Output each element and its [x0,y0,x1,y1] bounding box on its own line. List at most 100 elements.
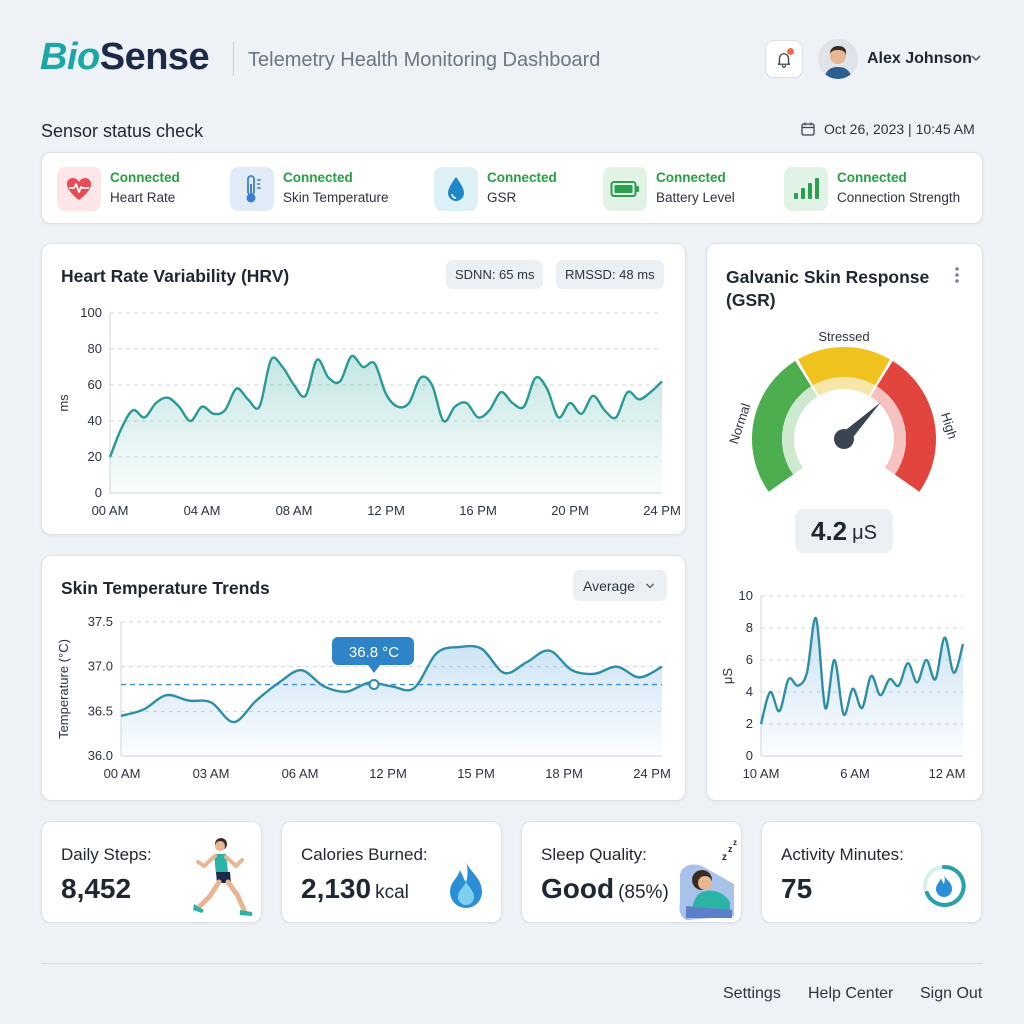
notifications-button[interactable] [765,40,803,78]
gauge-high-zone [876,360,936,492]
header-divider [233,42,234,76]
gsr-trend-chart: 0 2 4 6 8 10 10 AM 6 AM 12 AM μS [720,588,965,781]
hrv-chart: 0 20 40 60 80 100 00 AM 04 AM 08 AM 12 PM 16 PM 20 … [56,305,681,518]
settings-link[interactable]: Settings [723,985,781,1002]
series-area [121,646,662,756]
sensor-label: Battery Level [656,190,735,205]
sensor-battery-level[interactable]: Connected Battery Level [603,166,735,212]
tooltip-box [332,637,414,673]
stat-suffix: kcal [375,882,409,903]
water-drop-icon [434,167,478,211]
sensor-status: Connected [656,170,726,185]
x-tick-label: 24 PM [643,503,681,518]
y-tick-label: 40 [88,413,102,428]
x-tick-label: 6 AM [840,766,870,781]
page-subtitle: Telemetry Health Monitoring Dashboard [248,49,601,71]
svg-text:z: z [728,844,733,854]
chevron-down-icon[interactable] [970,52,982,64]
aggregation-select-value: Average [583,577,635,594]
y-tick-label: 8 [746,620,753,635]
gsr-title-line2: (GSR) [726,290,776,310]
datetime-text: Oct 26, 2023 | 10:45 AM [824,121,975,137]
y-tick-label: 36.5 [88,703,113,718]
series-area [110,355,662,493]
thermometer-icon [230,167,274,211]
sensor-label: Heart Rate [110,190,176,205]
sensor-connection-strength[interactable]: Connected Connection Strength [784,166,960,212]
header: BioSense Telemetry Health Monitoring Das… [0,0,1024,120]
y-tick-label: 60 [88,377,102,392]
stat-value: 2,130 kcal [301,873,409,905]
sleeping-person-icon: z z z [679,838,737,920]
gauge-normal-zone [752,360,812,492]
flame-ring-icon [923,864,966,907]
x-tick-label: 12 PM [367,503,405,518]
sign-out-link[interactable]: Sign Out [920,985,983,1002]
x-tick-label: 08 AM [276,503,313,518]
series-area [761,617,963,756]
flame-icon [450,862,482,908]
temperature-chart: 36.0 36.5 37.0 37.5 00 AM 03 AM 06 AM 12 PM 15 P… [56,614,671,781]
gsr-value: 4.2 [810,515,848,546]
y-tick-label: 100 [80,305,102,320]
calories-card[interactable]: Calories Burned: 2,130 kcal [281,821,502,923]
gauge-label-stressed: Stressed [818,329,869,344]
gsr-title-line1: Galvanic Skin Response [726,267,930,287]
stat-label: Calories Burned: [301,845,428,864]
y-tick-label: 0 [746,748,753,763]
sensor-gsr[interactable]: Connected GSR [434,166,557,212]
sdnn-badge: SDNN: 65 ms [446,260,544,289]
x-tick-label: 20 PM [551,503,589,518]
y-axis-label: Temperature (°C) [56,639,71,739]
steps-card[interactable]: Daily Steps: 8,452 [41,821,262,923]
heart-pulse-icon [57,167,101,211]
activity-card[interactable]: Activity Minutes: 75 [761,821,982,923]
aggregation-select[interactable]: Average [573,570,667,601]
user-avatar-icon [818,39,858,79]
gsr-gauge: Normal Stressed High [726,329,961,492]
sleep-card[interactable]: Sleep Quality: Good (85%) z z z [521,821,742,923]
x-tick-label: 00 AM [104,766,141,781]
sensor-skin-temperature[interactable]: Connected Skin Temperature [230,166,389,212]
stat-label: Sleep Quality: [541,845,647,864]
x-tick-label: 04 AM [184,503,221,518]
gauge-label-normal: Normal [726,401,753,446]
gsr-unit: μS [852,521,878,544]
y-tick-label: 6 [746,652,753,667]
gauge-normal-inner [782,386,818,475]
logo[interactable]: BioSense [40,36,210,79]
sensor-status: Connected [487,170,557,185]
x-tick-label: 24 PM [633,766,671,781]
stat-number: 8,452 [61,873,132,904]
footer-divider [41,963,983,964]
x-tick-label: 03 AM [193,766,230,781]
more-options-icon[interactable] [954,266,960,284]
runner-icon [193,838,252,916]
y-tick-label: 10 [739,588,753,603]
y-axis-label: ms [56,394,71,412]
avatar[interactable] [818,39,858,79]
gsr-title: Galvanic Skin Response (GSR) [726,266,929,312]
gauge-high-inner [870,386,906,475]
y-tick-label: 37.0 [88,659,113,674]
signal-bars-icon [784,167,828,211]
sensor-section-title: Sensor status check [41,121,204,141]
logo-sense: Sense [99,36,210,78]
x-tick-label: 00 AM [92,503,129,518]
y-axis-label: μS [720,668,735,684]
help-center-link[interactable]: Help Center [808,985,894,1002]
gauge-label-high: High [938,411,961,441]
gsr-value-display: 4.2 μS [795,509,893,553]
stat-number: Good [541,873,615,904]
stat-value: Good (85%) [541,873,669,905]
x-tick-label: 15 PM [457,766,495,781]
chevron-down-icon [646,583,654,589]
stat-number: 2,130 [301,873,372,904]
rmssd-badge: RMSSD: 48 ms [556,260,664,289]
sensor-heart-rate[interactable]: Connected Heart Rate [57,166,180,212]
sensor-status: Connected [837,170,907,185]
user-name[interactable]: Alex Johnson [867,50,972,67]
hrv-title: Heart Rate Variability (HRV) [61,266,290,286]
y-tick-label: 2 [746,716,753,731]
notification-dot [787,48,794,55]
